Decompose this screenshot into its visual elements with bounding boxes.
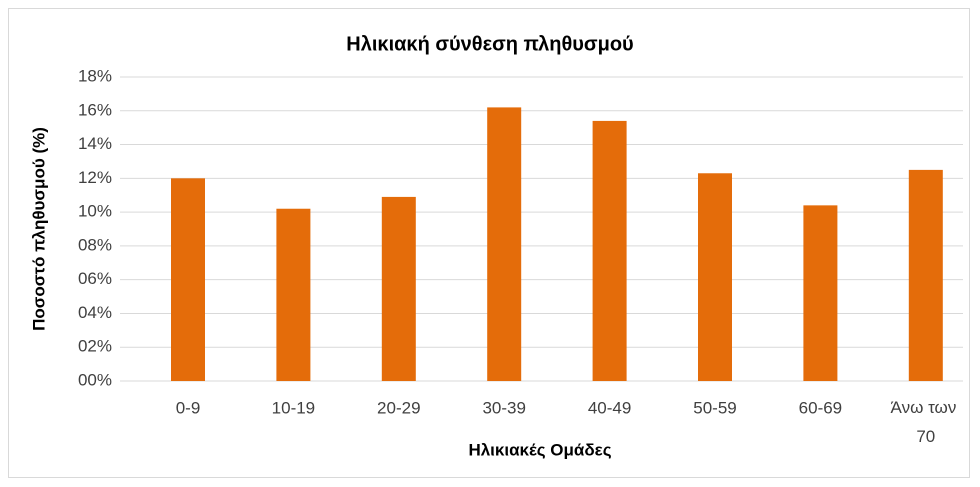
y-tick-label: 04%: [78, 303, 112, 322]
y-tick-label: 02%: [78, 337, 112, 356]
y-tick-label: 18%: [78, 66, 112, 85]
x-axis-label: Ηλικιακές Ομάδες: [468, 440, 611, 459]
x-tick-label: 50-59: [693, 398, 736, 417]
bar: [698, 173, 732, 381]
y-tick-label: 08%: [78, 235, 112, 254]
x-tick-label: 0-9: [176, 398, 201, 417]
y-tick-label: 10%: [78, 202, 112, 221]
x-tick-label: Άνω των 70: [891, 398, 962, 446]
y-tick-label: 06%: [78, 269, 112, 288]
chart-title: Ηλικιακή σύνθεση πληθυσμού: [346, 33, 633, 55]
bar: [803, 205, 838, 381]
bar: [592, 120, 627, 382]
bar: [487, 107, 522, 382]
y-tick-label: 12%: [78, 168, 112, 187]
x-tick-label: 30-39: [482, 398, 525, 417]
y-tick-label: 00%: [78, 370, 112, 389]
x-tick-label: 60-69: [799, 398, 842, 417]
bar: [908, 169, 943, 381]
bar: [171, 178, 205, 381]
x-tick-label: 20-29: [377, 398, 420, 417]
y-axis-label: Ποσοστό πληθυσμού (%): [29, 127, 48, 331]
x-tick-label: 40-49: [588, 398, 631, 417]
x-tick-label: 10-19: [272, 398, 315, 417]
bar: [381, 196, 416, 381]
y-tick-label: 14%: [78, 134, 112, 153]
y-tick-label: 16%: [78, 100, 112, 119]
bar: [276, 208, 311, 381]
